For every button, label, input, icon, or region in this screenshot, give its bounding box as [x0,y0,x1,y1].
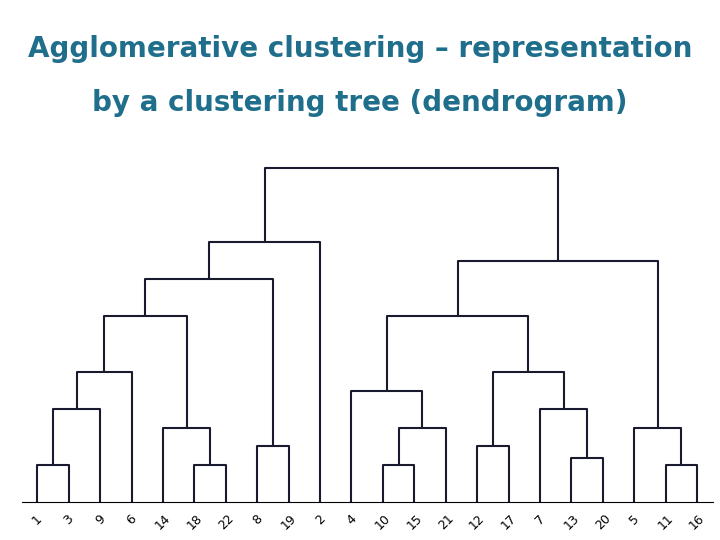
Text: by a clustering tree (dendrogram): by a clustering tree (dendrogram) [92,89,628,117]
Text: Agglomerative clustering – representation: Agglomerative clustering – representatio… [28,35,692,63]
